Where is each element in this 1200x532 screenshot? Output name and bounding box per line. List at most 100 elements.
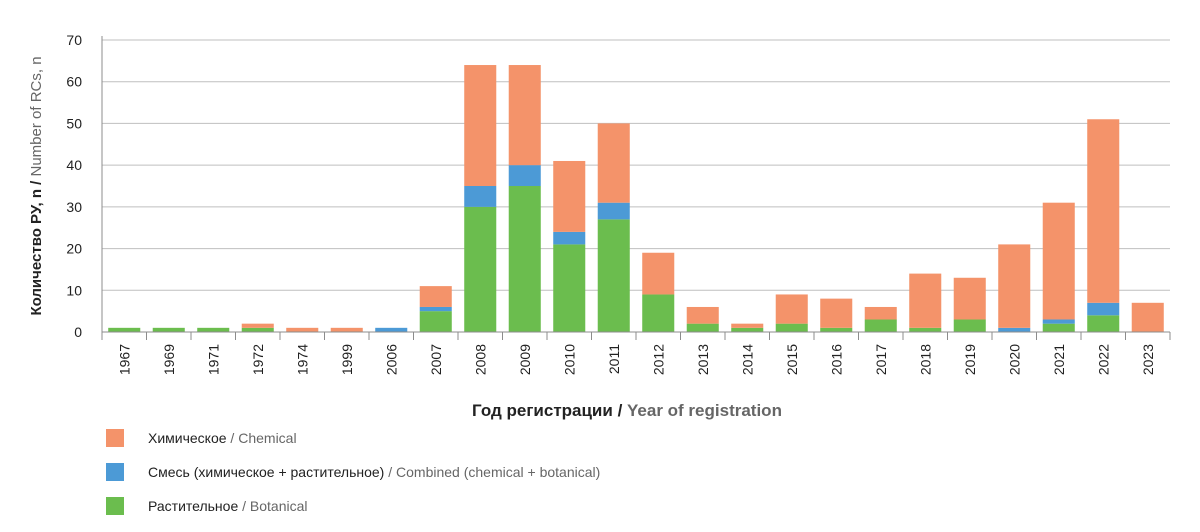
bar-segment-botanical [1042, 323, 1075, 332]
y-tick-label: 0 [74, 324, 82, 340]
x-tick-label: 1969 [161, 344, 177, 375]
x-axis-title: Год регистрации / Year of registration [472, 401, 782, 420]
bar-segment-botanical [108, 327, 141, 332]
bar-segment-chemical [686, 306, 719, 324]
legend-label-botanical-ru: Растительное [148, 498, 239, 514]
x-tick-label: 2014 [739, 344, 755, 375]
x-tick-label: 2013 [695, 344, 711, 375]
y-axis-title: Количество РУ, n / Number of RCs, n [28, 56, 45, 315]
bar-segment-botanical [152, 327, 185, 332]
legend-label-chemical-en: Chemical [238, 430, 297, 446]
x-axis-title-en: Year of registration [627, 401, 782, 420]
bar-segment-botanical [775, 323, 808, 332]
bar-segment-chemical [553, 160, 586, 232]
bar-segment-chemical [1042, 202, 1075, 320]
x-tick-label: 2007 [428, 344, 444, 375]
legend-label-chemical-ru: Химическое [148, 430, 227, 446]
bar-segment-combined [1042, 319, 1075, 324]
bar-segment-chemical [286, 327, 319, 332]
x-tick-label: 2020 [1006, 344, 1022, 375]
bar-segment-combined [508, 165, 541, 186]
legend-label-combined-ru: Смесь (химическое + растительное) [148, 464, 385, 480]
bar-segment-combined [419, 306, 452, 312]
x-axis-title-ru: Год регистрации [472, 401, 613, 420]
x-tick-label: 2019 [962, 344, 978, 375]
y-axis-title-en: Number of RCs, n [28, 56, 45, 176]
x-tick-labels: 1967 1969 1971 1972 1974 1999 2006 2007 2008 2009… [116, 344, 1156, 375]
bar-segment-combined [998, 327, 1031, 332]
legend-swatch-botanical [106, 497, 124, 515]
y-axis-title-separator: / [28, 176, 45, 189]
legend-swatch-chemical [106, 429, 124, 447]
y-tick-label: 60 [66, 74, 82, 90]
x-tick-label: 2006 [383, 344, 399, 375]
bar-segment-botanical [1087, 315, 1120, 332]
x-tick-label: 1972 [250, 344, 266, 375]
bar-segment-chemical [775, 294, 808, 324]
bar-segment-chemical [597, 123, 630, 203]
legend-swatch-combined [106, 463, 124, 481]
bar-segment-botanical [597, 219, 630, 332]
x-axis-title-separator: / [613, 401, 627, 420]
x-tick-label: 2011 [606, 344, 622, 374]
bar-segment-botanical [864, 319, 897, 332]
bar-segment-combined [1087, 302, 1120, 316]
bar-segment-chemical [953, 277, 986, 320]
bar-segment-botanical [419, 311, 452, 332]
y-tick-label: 10 [66, 282, 82, 298]
x-tick-label: 2010 [561, 344, 577, 375]
bar-segment-chemical [419, 286, 452, 307]
grid-lines [102, 39, 1170, 291]
bar-segment-botanical [241, 327, 274, 332]
bar-segment-chemical [864, 306, 897, 320]
bar-segment-chemical [464, 65, 497, 186]
y-axis-title-ru: Количество РУ, n [28, 189, 45, 316]
chart: 0 10 20 30 40 50 60 70 1967 1969 1971 1972 1974 1999… [28, 32, 1171, 420]
bar-segment-combined [464, 186, 497, 207]
x-tick-label: 2008 [472, 344, 488, 375]
legend-label-combined-en: Combined (chemical + botanical) [396, 464, 601, 480]
bar-segment-botanical [686, 323, 719, 332]
bar-segment-chemical [820, 298, 853, 328]
bar-segment-chemical [1131, 302, 1164, 332]
legend-item-combined: Смесь (химическое + растительное) / Comb… [106, 462, 600, 482]
x-tick-label: 2023 [1140, 344, 1156, 375]
bar-segment-botanical [820, 327, 853, 332]
bar-segment-chemical [909, 273, 942, 328]
x-tick-label: 1971 [205, 344, 221, 375]
bar-segment-chemical [508, 65, 541, 166]
y-tick-label: 20 [66, 241, 82, 257]
bar-segment-botanical [909, 327, 942, 332]
bar-segment-botanical [464, 206, 497, 332]
bar-segment-chemical [330, 327, 363, 332]
bar-segment-chemical [642, 252, 675, 295]
legend-item-chemical: Химическое / Chemical [106, 428, 600, 448]
x-tick-label: 2016 [828, 344, 844, 375]
x-tick-label: 2022 [1095, 344, 1111, 375]
bar-segment-combined [375, 327, 408, 332]
y-tick-labels: 0 10 20 30 40 50 60 70 [66, 32, 82, 340]
legend: Химическое / Chemical Смесь (химическое … [106, 428, 600, 530]
bars [108, 65, 1164, 332]
bar-segment-botanical [197, 327, 230, 332]
x-tick-label: 2018 [917, 344, 933, 375]
legend-label-botanical-en: Botanical [249, 498, 308, 514]
x-tick-label: 2012 [650, 344, 666, 375]
legend-item-botanical: Растительное / Botanical [106, 496, 600, 516]
x-tick-label: 2009 [517, 344, 533, 375]
x-tick-label: 2015 [784, 344, 800, 375]
y-tick-label: 40 [66, 157, 82, 173]
bar-segment-botanical [642, 294, 675, 332]
bar-segment-chemical [241, 323, 274, 328]
bar-segment-botanical [953, 319, 986, 332]
y-tick-label: 30 [66, 199, 82, 215]
y-tick-label: 50 [66, 115, 82, 131]
bar-segment-chemical [1087, 119, 1120, 303]
x-tick-label: 1967 [116, 344, 132, 375]
x-tick-label: 2017 [873, 344, 889, 375]
legend-separator-chemical: / [226, 430, 239, 446]
legend-separator-botanical: / [238, 498, 250, 514]
bar-segment-chemical [998, 244, 1031, 328]
axes [101, 36, 1171, 340]
x-tick-label: 1974 [294, 344, 310, 375]
